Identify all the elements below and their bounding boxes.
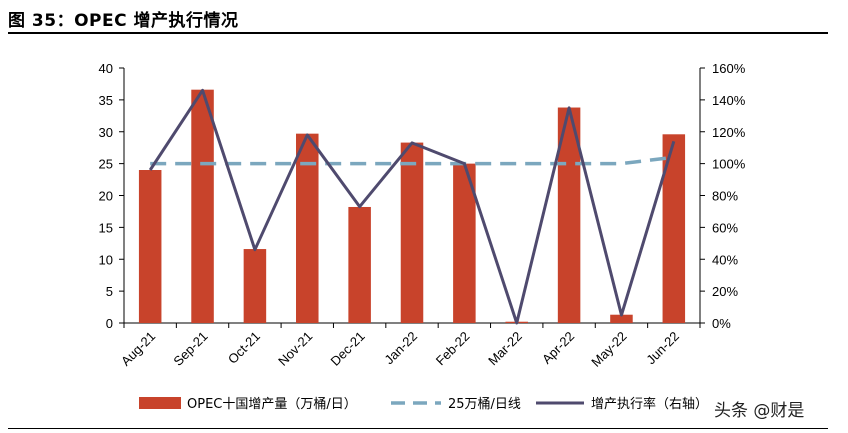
bar-mark <box>296 133 319 323</box>
figure-title: 图 35：OPEC 增产执行情况 <box>8 11 239 31</box>
bar-mark <box>348 206 371 323</box>
execution-rate-line <box>148 88 676 325</box>
x-tick-label: Oct-21 <box>225 329 263 367</box>
right-tick-label: 40% <box>712 252 738 267</box>
x-tick-label: May-22 <box>588 329 629 370</box>
left-tick-label: 35 <box>99 93 113 108</box>
bar-mark <box>400 142 424 323</box>
right-tick-label: 160% <box>712 61 746 76</box>
x-tick-label: Jun-22 <box>643 329 682 368</box>
bar-mark <box>453 163 476 323</box>
right-tick-label: 0% <box>712 316 731 331</box>
legend-label-rate: 增产执行率（右轴） <box>591 396 708 412</box>
x-tick-label: Apr-22 <box>539 329 577 367</box>
bar-mark <box>662 134 686 323</box>
left-tick-label: 30 <box>99 125 113 140</box>
bottom-rule <box>8 428 828 429</box>
x-tick-label: Feb-22 <box>433 329 473 369</box>
bar-mark <box>610 314 633 323</box>
x-tick-label: Nov-21 <box>275 329 315 369</box>
bar-mark <box>191 89 214 323</box>
bar-mark <box>557 107 581 324</box>
x-tick-label: Aug-21 <box>118 329 158 369</box>
legend-label-bar: OPEC十国增产量（万桶/日） <box>187 397 357 412</box>
title-rule <box>8 32 828 34</box>
left-tick-label: 5 <box>106 284 113 299</box>
right-tick-label: 100% <box>712 157 746 172</box>
bar-mark <box>243 249 267 323</box>
left-tick-label: 25 <box>99 157 113 172</box>
left-tick-label: 40 <box>99 61 113 76</box>
right-tick-label: 140% <box>712 93 746 108</box>
x-tick-label: Dec-21 <box>328 329 368 369</box>
x-tick-label: Jan-22 <box>381 329 420 368</box>
bar-mark <box>138 170 162 323</box>
left-tick-label: 15 <box>99 220 113 235</box>
right-tick-label: 80% <box>712 189 738 204</box>
x-tick-label: Sep-21 <box>170 329 210 369</box>
legend-swatch-bar <box>139 397 181 409</box>
left-tick-label: 10 <box>99 252 113 267</box>
right-tick-label: 20% <box>712 284 738 299</box>
right-tick-label: 60% <box>712 220 738 235</box>
left-tick-label: 0 <box>106 316 113 331</box>
right-tick-label: 120% <box>712 125 746 140</box>
reference-line-25 <box>150 155 675 166</box>
legend-label-reference: 25万桶/日线 <box>448 397 521 412</box>
x-tick-label: Mar-22 <box>485 329 525 369</box>
watermark: 头条 @财是 <box>714 401 805 421</box>
left-tick-label: 20 <box>99 189 113 204</box>
